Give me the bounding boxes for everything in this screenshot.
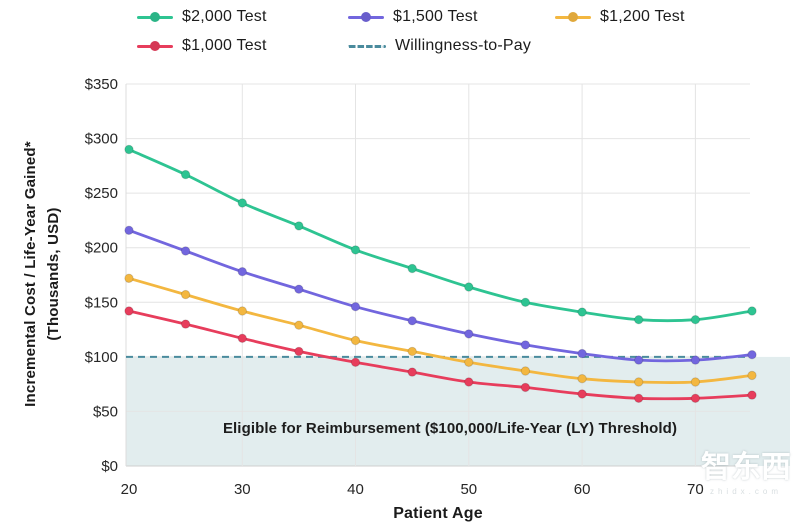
- series-marker-1: [237, 267, 248, 277]
- series-marker-0: [634, 315, 644, 325]
- x-tick-label: 50: [460, 481, 477, 498]
- series-marker-0: [180, 169, 191, 180]
- legend-item-1200-test: $1,200 Test: [555, 7, 685, 27]
- legend-label: $2,000 Test: [182, 8, 267, 25]
- y-tick-label: $50: [93, 403, 118, 420]
- series-marker-3: [634, 393, 644, 403]
- series-marker-0: [520, 297, 531, 307]
- series-marker-3: [407, 367, 417, 377]
- series-marker-3: [690, 393, 701, 403]
- series-marker-3: [747, 390, 757, 400]
- legend-item-2000-test: $2,000 Test: [137, 7, 267, 27]
- y-tick-label: $0: [101, 458, 118, 475]
- series-marker-2: [747, 370, 757, 381]
- x-tick-label: 70: [687, 481, 704, 498]
- series-marker-2: [124, 273, 134, 283]
- series-marker-2: [407, 346, 417, 357]
- series-marker-3: [464, 377, 474, 387]
- series-marker-1: [747, 350, 757, 360]
- series-marker-2: [350, 335, 361, 346]
- series-marker-3: [237, 333, 248, 343]
- series-marker-0: [294, 221, 304, 231]
- series-marker-3: [520, 382, 531, 393]
- series-marker-3: [577, 389, 587, 399]
- series-marker-1: [294, 284, 304, 294]
- series-marker-2: [237, 306, 248, 316]
- y-tick-label: $300: [85, 131, 118, 148]
- x-tick-label: 20: [121, 481, 138, 498]
- series-marker-3: [180, 319, 191, 329]
- x-tick-label: 40: [347, 481, 364, 498]
- x-axis-title: Patient Age: [393, 505, 483, 522]
- series-marker-3: [294, 346, 304, 357]
- series-line-1: [127, 228, 754, 363]
- line-dot-swatch-icon: [555, 12, 591, 22]
- legend-label: $1,500 Test: [393, 8, 478, 25]
- series-line-0: [127, 148, 754, 323]
- series-marker-1: [577, 348, 587, 359]
- series-marker-3: [350, 357, 361, 367]
- dashed-line-swatch-icon: [348, 44, 386, 48]
- series-marker-0: [237, 198, 248, 208]
- series-marker-1: [350, 302, 361, 312]
- y-tick-label: $200: [85, 240, 118, 257]
- series-marker-1: [634, 355, 644, 365]
- series-marker-0: [407, 263, 417, 274]
- series-marker-1: [180, 246, 191, 256]
- legend-label: Willingness-to-Pay: [395, 37, 532, 54]
- watermark-logo: 智东西: [701, 451, 791, 484]
- line-dot-swatch-icon: [348, 12, 384, 22]
- series-marker-1: [464, 329, 474, 339]
- series-marker-2: [464, 357, 474, 367]
- y-tick-label: $250: [85, 185, 118, 202]
- x-tick-label: 30: [234, 481, 251, 498]
- series-marker-2: [690, 377, 701, 387]
- series-line-3: [127, 309, 754, 401]
- series-marker-0: [124, 144, 134, 155]
- series-marker-0: [747, 306, 757, 316]
- series-marker-0: [464, 282, 474, 292]
- y-tick-label: $350: [85, 76, 118, 93]
- series-marker-1: [690, 355, 701, 365]
- line-dot-swatch-icon: [137, 12, 173, 22]
- x-tick-label: 60: [574, 481, 591, 498]
- legend-item-willingness-to-pay: Willingness-to-Pay: [348, 36, 531, 56]
- series-marker-1: [520, 340, 531, 350]
- legend-label: $1,200 Test: [600, 8, 685, 25]
- series-marker-0: [690, 315, 701, 325]
- series-marker-1: [407, 316, 417, 326]
- legend-label: $1,000 Test: [182, 37, 267, 54]
- series-marker-2: [180, 289, 191, 300]
- reimbursement-band-label: Eligible for Reimbursement ($100,000/Lif…: [222, 420, 678, 437]
- series-marker-2: [634, 377, 644, 387]
- series-line-2: [127, 276, 754, 385]
- series-marker-1: [124, 225, 134, 236]
- series-marker-2: [520, 366, 531, 376]
- watermark-site: zhidx.com: [709, 487, 782, 496]
- y-tick-label: $150: [85, 294, 118, 311]
- series-marker-3: [124, 306, 134, 316]
- legend-item-1000-test: $1,000 Test: [137, 36, 267, 56]
- watermark: 智东西 zhidx.com: [694, 451, 798, 496]
- series-marker-2: [294, 320, 304, 330]
- legend-item-1500-test: $1,500 Test: [348, 7, 478, 27]
- y-tick-label: $100: [85, 349, 118, 366]
- series-marker-2: [577, 374, 587, 384]
- series-marker-0: [350, 245, 361, 255]
- line-dot-swatch-icon: [137, 41, 173, 51]
- series-marker-0: [577, 307, 587, 317]
